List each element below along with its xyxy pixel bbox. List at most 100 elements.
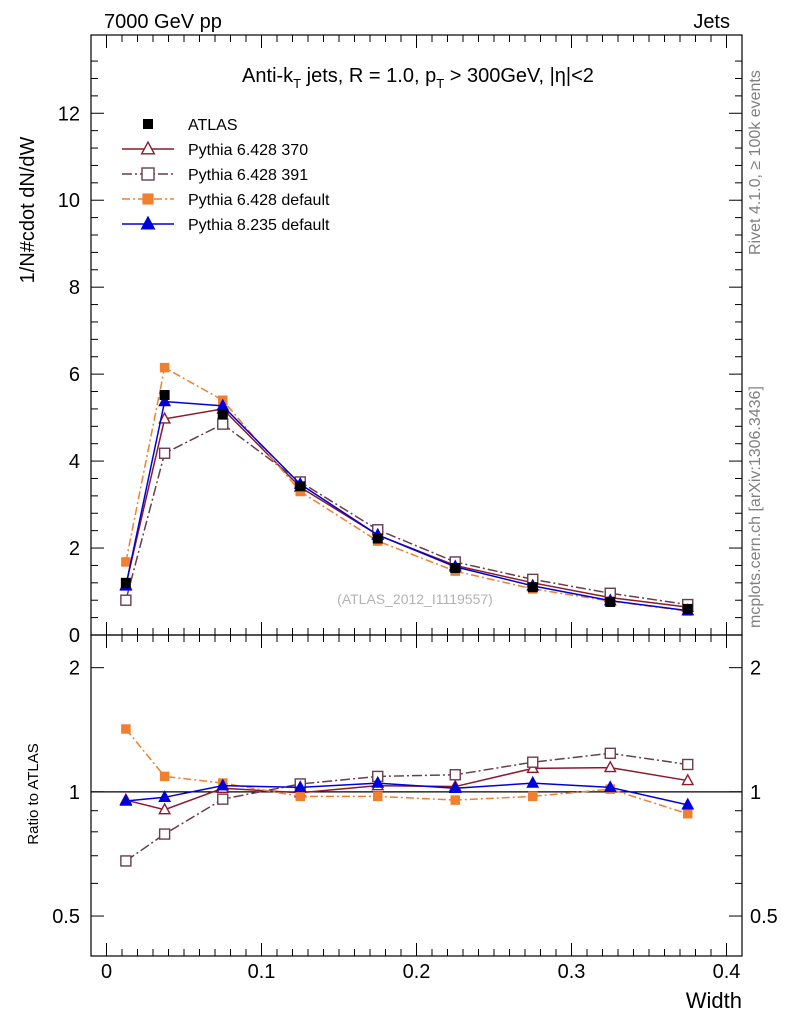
series-3-main	[119, 394, 695, 616]
atlas-data	[120, 390, 693, 614]
series-1-ratio	[120, 747, 694, 867]
y-tick-label: 10	[58, 190, 80, 212]
ratio-marker	[449, 769, 461, 781]
y-tick-label: 0	[69, 625, 80, 647]
legend-item-0: Pythia 6.428 370	[122, 140, 308, 159]
series-marker	[120, 594, 132, 606]
atlas-data-point	[159, 390, 170, 400]
series-marker	[158, 447, 171, 459]
ratio-marker	[681, 773, 695, 786]
y-tick-label: 12	[58, 103, 80, 125]
legend-label: Pythia 8.235 default	[188, 217, 330, 234]
ratio-marker	[159, 771, 170, 782]
ratio-marker	[603, 780, 617, 793]
ratio-marker	[158, 790, 172, 803]
series-2-main	[121, 362, 693, 616]
series-line	[125, 408, 688, 608]
energy-label: 7000 GeV pp	[104, 11, 222, 33]
legend-marker	[140, 140, 156, 155]
series-marker	[158, 394, 172, 407]
ratio-tick-label-right: 0.5	[750, 906, 778, 928]
ratio-tick-label: 1	[69, 782, 80, 804]
series-marker	[121, 557, 131, 567]
series-layer	[119, 362, 695, 867]
ratio-marker	[293, 780, 307, 793]
y-axis-label: 1/N#cdot dN/dW	[17, 137, 39, 284]
legend-label: Pythia 6.428 default	[188, 192, 330, 209]
legend-label: ATLAS	[188, 117, 238, 134]
ratio-marker	[217, 793, 229, 805]
legend-marker	[140, 215, 156, 230]
atlas-data-point	[450, 563, 461, 574]
ratio-marker	[527, 756, 539, 768]
series-line	[125, 366, 688, 612]
legend-marker	[142, 193, 154, 205]
atlas-data-point	[682, 603, 693, 614]
series-marker	[159, 362, 170, 373]
rivet-version-label: Rivet 4.1.0, ≥ 100k events	[747, 70, 764, 255]
x-tick-label: 0	[101, 961, 112, 983]
series-line	[125, 400, 688, 612]
atlas-data-point	[217, 409, 228, 420]
ratio-marker	[216, 778, 230, 791]
ratio-marker	[371, 775, 385, 788]
legend: ATLAS Pythia 6.428 370 Pythia 6.428 391 Pyt…	[122, 117, 330, 234]
analysis-watermark: (ATLAS_2012_I1119557)	[337, 591, 493, 607]
series-line	[125, 423, 688, 606]
ratio-marker	[681, 797, 695, 810]
series-1-main	[120, 418, 694, 611]
mcplots-label: mcplots.cern.ch [arXiv:1306.3436]	[747, 386, 764, 628]
legend-item-1: Pythia 6.428 391	[122, 167, 308, 184]
legend-item-2: Pythia 6.428 default	[122, 192, 330, 209]
x-tick-label: 0.1	[248, 961, 276, 983]
ratio-tick-label-right: 2	[750, 658, 761, 680]
legend-item-atlas: ATLAS	[143, 117, 238, 134]
ratio-marker	[158, 802, 172, 815]
x-axis-label: Width	[686, 988, 742, 1013]
ratio-marker	[526, 775, 540, 788]
y-tick-label: 8	[69, 277, 80, 299]
ratio-marker	[373, 791, 383, 802]
ratio-marker	[528, 791, 538, 802]
legend-marker	[143, 119, 153, 129]
x-tick-label: 0.2	[403, 961, 431, 983]
legend-label: Pythia 6.428 370	[188, 142, 308, 159]
ratio-marker	[603, 760, 617, 773]
ratio-marker	[119, 793, 133, 806]
ratio-marker	[120, 855, 132, 867]
x-tick-label: 0.3	[558, 961, 586, 983]
ratio-line	[125, 728, 688, 815]
ratio-marker	[121, 724, 131, 734]
ratio-marker	[604, 747, 616, 760]
ratio-axis-label: Ratio to ATLAS	[25, 743, 42, 844]
atlas-data-point	[120, 577, 131, 588]
series-marker	[158, 411, 172, 424]
y-tick-label: 2	[69, 538, 80, 560]
x-tick-label: 0.4	[713, 961, 741, 983]
category-label: Jets	[693, 11, 730, 33]
ratio-marker	[158, 828, 171, 840]
atlas-data-point	[295, 481, 306, 492]
plot-title: Anti-kT jets, R = 1.0, pT > 300GeV, |η|<…	[242, 65, 594, 91]
atlas-data-point	[605, 596, 616, 607]
y-tick-label: 6	[69, 364, 80, 386]
legend-item-3: Pythia 8.235 default	[122, 215, 330, 234]
series-0-main	[119, 401, 695, 612]
ratio-marker	[682, 758, 694, 771]
atlas-data-point	[372, 533, 383, 544]
legend-label: Pythia 6.428 391	[188, 167, 308, 184]
ratio-marker	[683, 808, 693, 819]
ratio-tick-label-right: 1	[750, 782, 761, 804]
ratio-marker	[295, 791, 305, 802]
atlas-data-point	[527, 582, 538, 593]
ratio-tick-label: 2	[69, 658, 80, 680]
legend-marker	[141, 167, 155, 181]
ratio-marker	[450, 795, 460, 805]
series-3-ratio	[119, 775, 695, 810]
ratio-line	[125, 752, 688, 862]
ratio-marker	[448, 781, 462, 793]
y-tick-label: 4	[69, 451, 80, 473]
ratio-tick-label: 0.5	[52, 906, 80, 928]
